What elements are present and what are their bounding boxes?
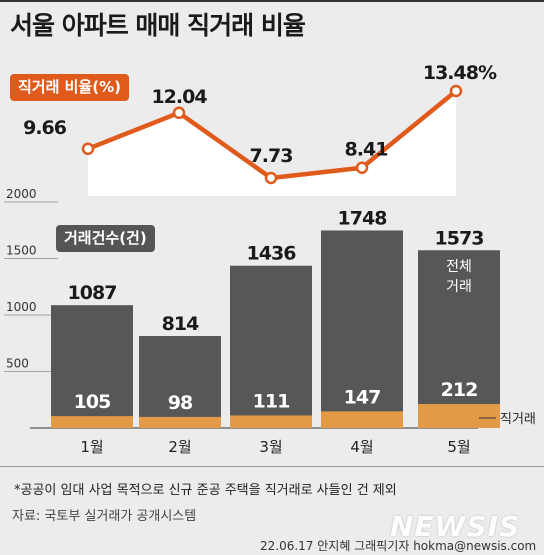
count-legend-pill: 거래건수(건) bbox=[56, 225, 155, 252]
rate-point-2 bbox=[172, 106, 186, 120]
newsis-watermark: NEWSIS bbox=[390, 510, 521, 543]
category-label-1: 1월 bbox=[80, 438, 103, 456]
category-label-2: 2월 bbox=[168, 438, 191, 456]
chart-canvas: 2000 1500 1000 500 1087 105 1월 814 98 2월 1436 111 3… bbox=[4, 62, 536, 456]
bar-total-1 bbox=[51, 305, 133, 428]
rate-point-1 bbox=[81, 142, 95, 156]
chart-title: 서울 아파트 매매 직거래 비율 bbox=[10, 11, 306, 40]
rate-value-label-5: 13.48% bbox=[423, 62, 497, 84]
rate-value-label-2: 12.04 bbox=[151, 86, 207, 108]
total-value-label-1: 1087 bbox=[68, 282, 117, 304]
footnote: *공공이 임대 사업 목적으로 신규 준공 주택을 직거래로 사들인 건 제외 bbox=[14, 483, 397, 498]
direct-value-label-1: 105 bbox=[74, 391, 111, 413]
rate-point-5 bbox=[449, 84, 463, 98]
direct-series-label: 직거래 bbox=[500, 412, 536, 427]
y-tick-label-1500: 1500 bbox=[6, 244, 37, 258]
y-tick-label-500: 500 bbox=[6, 357, 29, 371]
total-series-label-line1: 전체 bbox=[446, 259, 472, 275]
top-rule bbox=[0, 0, 544, 2]
direct-value-label-2: 98 bbox=[168, 392, 193, 414]
category-label-4: 4월 bbox=[350, 438, 373, 456]
total-value-label-4: 1748 bbox=[338, 207, 388, 229]
rate-point-3 bbox=[264, 171, 278, 185]
rate-value-label-1: 9.66 bbox=[23, 117, 67, 139]
bar-total-5 bbox=[418, 250, 500, 428]
direct-value-label-5: 212 bbox=[441, 379, 478, 401]
bar-total-2 bbox=[139, 336, 221, 428]
total-series-label-line2: 거래 bbox=[446, 279, 472, 295]
total-value-label-3: 1436 bbox=[247, 243, 297, 265]
bar-direct-2 bbox=[139, 416, 221, 428]
total-value-label-5: 1573 bbox=[435, 227, 484, 249]
direct-value-label-4: 147 bbox=[344, 386, 381, 408]
category-label-3: 3월 bbox=[259, 438, 282, 456]
y-tick-label-1000: 1000 bbox=[6, 300, 37, 314]
footer-divider bbox=[0, 466, 544, 467]
bar-direct-4 bbox=[321, 411, 403, 428]
direct-value-label-3: 111 bbox=[253, 390, 290, 412]
source-note: 자료: 국토부 실거래가 공개시스템 bbox=[12, 509, 197, 524]
bar-direct-3 bbox=[230, 415, 312, 428]
rate-legend-pill: 직거래 비율(%) bbox=[10, 74, 129, 101]
bar-direct-5 bbox=[418, 404, 500, 428]
rate-value-label-3: 7.73 bbox=[250, 145, 293, 167]
credit-line: 22.06.17 안지혜 그래픽기자 hokma@newsis.com bbox=[260, 539, 537, 553]
category-label-5: 5월 bbox=[447, 438, 470, 456]
y-tick-label-2000: 2000 bbox=[6, 187, 37, 201]
total-value-label-2: 814 bbox=[162, 313, 199, 335]
bar-direct-1 bbox=[51, 416, 133, 428]
rate-point-4 bbox=[355, 161, 369, 174]
rate-value-label-4: 8.41 bbox=[345, 139, 388, 161]
bar-total-4 bbox=[321, 230, 403, 428]
bar-total-3 bbox=[230, 265, 312, 428]
